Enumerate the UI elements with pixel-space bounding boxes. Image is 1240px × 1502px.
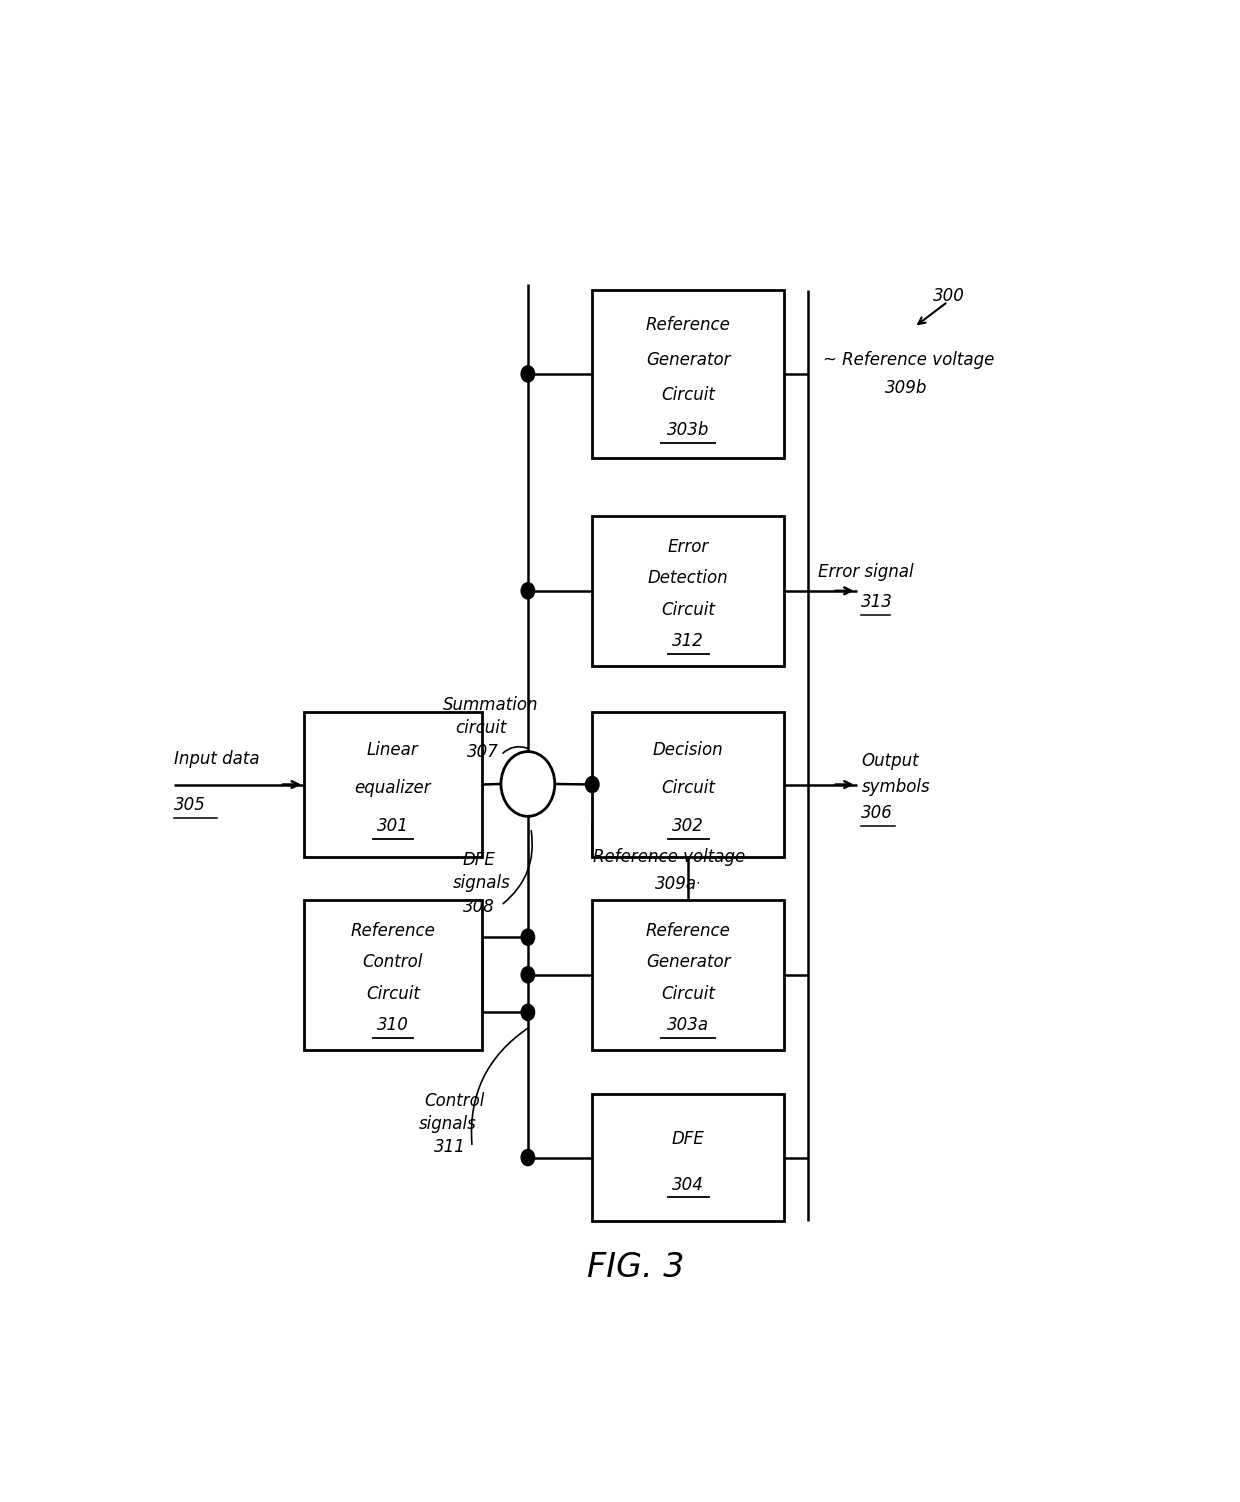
Bar xyxy=(304,900,481,1050)
Text: FIG. 3: FIG. 3 xyxy=(587,1251,684,1284)
Text: equalizer: equalizer xyxy=(355,780,432,798)
Text: 313: 313 xyxy=(862,593,893,611)
Text: DFE: DFE xyxy=(672,1131,704,1149)
Text: signals: signals xyxy=(418,1114,476,1133)
Circle shape xyxy=(521,930,534,945)
Text: Circuit: Circuit xyxy=(661,985,715,1002)
Bar xyxy=(593,290,785,458)
Text: 303b: 303b xyxy=(667,421,709,439)
Text: circuit: circuit xyxy=(455,719,506,737)
Text: Reference voltage: Reference voltage xyxy=(593,849,745,867)
Text: 305: 305 xyxy=(174,796,206,814)
Circle shape xyxy=(521,1149,534,1166)
Text: Reference: Reference xyxy=(646,315,730,333)
Circle shape xyxy=(521,366,534,382)
Text: 304: 304 xyxy=(672,1176,704,1194)
Text: 307: 307 xyxy=(467,742,500,760)
Text: symbols: symbols xyxy=(862,778,930,796)
Bar xyxy=(593,1093,785,1221)
Bar xyxy=(304,712,481,856)
Circle shape xyxy=(585,777,599,793)
Text: Linear: Linear xyxy=(367,742,419,760)
Text: Generator: Generator xyxy=(646,351,730,369)
Text: Detection: Detection xyxy=(649,569,729,587)
Text: Circuit: Circuit xyxy=(661,780,715,798)
Text: 301: 301 xyxy=(377,817,409,835)
Text: Circuit: Circuit xyxy=(661,601,715,619)
Text: Output: Output xyxy=(862,753,919,771)
Text: Error signal: Error signal xyxy=(818,563,914,581)
Text: 311: 311 xyxy=(434,1139,465,1157)
Text: Summation: Summation xyxy=(444,697,539,715)
Text: 312: 312 xyxy=(672,632,704,650)
Text: signals: signals xyxy=(453,874,511,892)
Text: 302: 302 xyxy=(672,817,704,835)
Text: Generator: Generator xyxy=(646,954,730,972)
Text: 308: 308 xyxy=(463,898,495,916)
Text: 309a: 309a xyxy=(655,876,697,894)
Text: 310: 310 xyxy=(377,1015,409,1033)
Bar xyxy=(593,900,785,1050)
Text: Control: Control xyxy=(362,954,423,972)
Bar xyxy=(593,515,785,665)
Text: 306: 306 xyxy=(862,805,893,823)
Text: 309b: 309b xyxy=(885,379,928,397)
Text: Reference: Reference xyxy=(646,922,730,940)
Circle shape xyxy=(521,967,534,982)
Text: ~ Reference voltage: ~ Reference voltage xyxy=(823,351,994,369)
Text: Circuit: Circuit xyxy=(366,985,420,1002)
Text: 303a: 303a xyxy=(667,1015,709,1033)
Text: Decision: Decision xyxy=(653,742,724,760)
Text: Error: Error xyxy=(667,538,709,556)
Text: 300: 300 xyxy=(934,287,965,305)
Text: DFE: DFE xyxy=(463,852,496,870)
Bar xyxy=(593,712,785,856)
Circle shape xyxy=(521,1005,534,1020)
Text: Circuit: Circuit xyxy=(661,386,715,404)
Text: Input data: Input data xyxy=(174,749,260,768)
Text: Control: Control xyxy=(424,1092,485,1110)
Text: Reference: Reference xyxy=(351,922,435,940)
Circle shape xyxy=(521,583,534,599)
